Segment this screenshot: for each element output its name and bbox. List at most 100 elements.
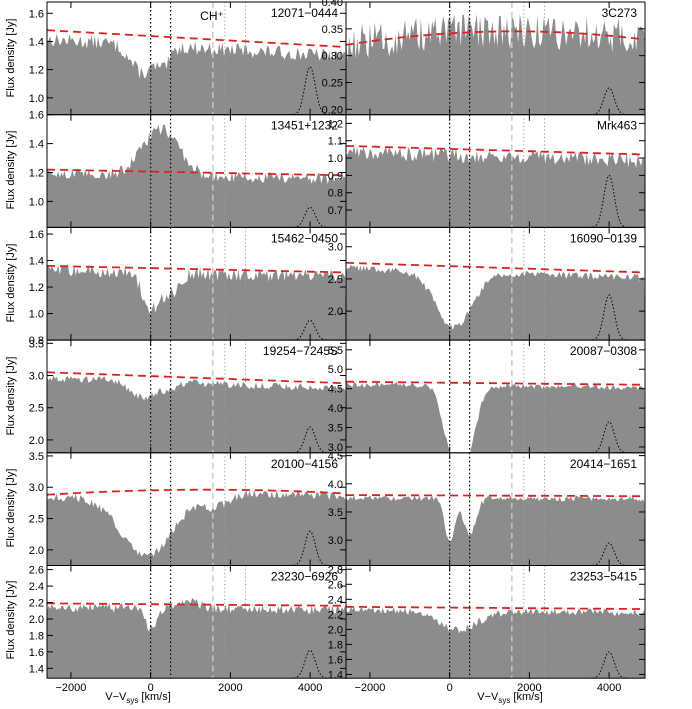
y-tick-label: 2.0 <box>328 624 343 636</box>
spectrum-area <box>47 264 346 341</box>
spectrum-area <box>346 495 645 566</box>
spectrum-area <box>346 14 645 115</box>
y-tick-label: 2.5 <box>29 403 44 415</box>
panel-10: 1.4 1.6 1.8 2.0 2.2 2.4 2.6 −2000 0 2000 4000 23230… <box>29 565 347 694</box>
panel-11: 1.4 1.6 1.8 2.0 2.2 2.4 2.6 2.8 −2000 0 2000 4000 23… <box>328 564 646 694</box>
y-tick-label: 1.6 <box>29 8 44 20</box>
y-tick-label: 3.0 <box>328 242 343 254</box>
y-tick-label: 5.0 <box>328 364 343 376</box>
gaussian-profile <box>290 426 331 453</box>
panel-frame <box>345 565 646 679</box>
panel-label: 20100−4156 <box>271 457 338 471</box>
y-tick-label: 0.30 <box>322 51 343 63</box>
panel-label: 12071−0444 <box>271 6 338 20</box>
y-tick-label: 4.5 <box>328 451 343 463</box>
y-axis-title-row6: Flux density [Jy] <box>5 581 17 660</box>
y-tick-label: 1.1 <box>328 136 343 148</box>
continuum-fit <box>346 494 645 498</box>
continuum-fit <box>47 29 346 48</box>
y-tick-label: 0.20 <box>322 104 343 116</box>
y-tick-label: 3.5 <box>328 507 343 519</box>
y-tick-label: 2.2 <box>29 598 44 610</box>
x-tick-label: 4000 <box>597 682 621 694</box>
spectrum-area <box>47 375 346 453</box>
spectrum-area <box>346 264 645 341</box>
spectrum-area <box>346 145 645 228</box>
panel-label: 13451+1232 <box>271 119 338 133</box>
y-tick-label: 1.4 <box>29 256 44 268</box>
continuum-fit <box>47 602 346 607</box>
panel-0: 1.0 1.2 1.4 1.6 12071−0444 <box>29 1 347 116</box>
y-tick-label: 1.0 <box>29 196 44 208</box>
continuum-fit <box>346 261 645 274</box>
panel-3: 0.7 0.8 0.9 1.0 1.1 1.2 Mrk463 <box>328 114 646 228</box>
y-tick-label: 2.5 <box>328 274 343 286</box>
spectrum-area <box>47 489 346 566</box>
panel-9: 3.0 3.5 4.0 4.5 20414−1651 <box>328 451 646 566</box>
y-axis-title-row5: Flux density [Jy] <box>5 469 17 548</box>
panel-7: 3.0 3.5 4.0 4.5 5.0 5.5 20087−0308 <box>328 339 646 454</box>
y-axis-title-top: Flux density [Jy] <box>5 19 17 98</box>
panel-label: 23253−5415 <box>570 570 637 584</box>
y-tick-label: 1.4 <box>29 663 44 675</box>
y-tick-label: 2.0 <box>29 614 44 626</box>
y-tick-label: 2.2 <box>328 609 343 621</box>
panel-label: 3C273 <box>602 6 638 20</box>
panel-label: Mrk463 <box>597 119 637 133</box>
panel-1: 0.20 0.25 0.30 0.35 0.40 3C273 <box>322 0 646 116</box>
y-tick-label: 2.4 <box>328 594 343 606</box>
spectrum-area <box>346 606 645 679</box>
y-tick-label: 2.6 <box>328 579 343 591</box>
y-tick-label: 1.0 <box>328 153 343 165</box>
y-tick-label: 3.0 <box>29 482 44 494</box>
y-tick-label: 3.0 <box>29 371 44 383</box>
y-tick-label: 1.4 <box>29 139 44 151</box>
continuum-fit <box>47 168 346 177</box>
gaussian-profile <box>589 174 630 228</box>
y-tick-label: 2.4 <box>29 581 44 593</box>
x-tick-label: 4000 <box>298 682 322 694</box>
gaussian-profile <box>589 651 630 679</box>
y-tick-label: 2.0 <box>29 435 44 447</box>
y-tick-label: 1.2 <box>29 282 44 294</box>
y-tick-label: 4.0 <box>328 403 343 415</box>
panel-label: 23230−6926 <box>271 570 338 584</box>
y-tick-label: 0.9 <box>328 170 343 182</box>
y-tick-label: 3.5 <box>328 423 343 435</box>
y-tick-label: 3.0 <box>328 442 343 454</box>
panel-label: 20414−1651 <box>570 457 637 471</box>
y-tick-label: 0.35 <box>322 24 343 36</box>
y-tick-label: 4.0 <box>328 479 343 491</box>
continuum-fit <box>346 30 645 46</box>
continuum-fit <box>47 371 346 385</box>
y-tick-label: 0.8 <box>29 335 44 347</box>
panel-5: 2.0 2.5 3.0 16090−0139 <box>328 226 646 341</box>
y-tick-label: 0.7 <box>328 205 343 217</box>
panel-label: 16090−0139 <box>570 231 637 245</box>
y-tick-label: 3.0 <box>328 535 343 547</box>
panels-group: 1.01.21.41.6 12071−04440.200.250.300.350.… <box>29 0 646 694</box>
y-tick-label: 1.6 <box>29 229 44 241</box>
panel-label: 20087−0308 <box>570 344 637 358</box>
continuum-fit <box>47 488 346 496</box>
gaussian-profile <box>290 66 331 115</box>
y-tick-label: 2.5 <box>29 514 44 526</box>
x-axis-title-left: V−Vsys [km/s] <box>105 691 171 705</box>
y-tick-label: 1.0 <box>29 309 44 321</box>
spectrum-area <box>346 382 645 453</box>
y-tick-label: 4.5 <box>328 384 343 396</box>
panel-2: 1.0 1.2 1.4 1.6 13451+1232 <box>29 110 347 228</box>
gaussian-profile <box>589 421 630 453</box>
continuum-fit <box>47 265 346 274</box>
y-tick-label: 1.4 <box>29 36 44 48</box>
spectrum-area <box>47 33 346 115</box>
gaussian-profile <box>589 542 630 566</box>
spectrum-area <box>47 598 346 679</box>
x-tick-label: 0 <box>148 682 154 694</box>
ch-plus-annotation: CH⁺ <box>200 9 224 23</box>
y-axis-title-row4: Flux density [Jy] <box>5 357 17 436</box>
y-tick-label: 1.2 <box>29 65 44 77</box>
y-axis-title-row2: Flux density [Jy] <box>5 131 17 210</box>
y-tick-label: 2.0 <box>328 306 343 318</box>
y-tick-label: 5.5 <box>328 345 343 357</box>
